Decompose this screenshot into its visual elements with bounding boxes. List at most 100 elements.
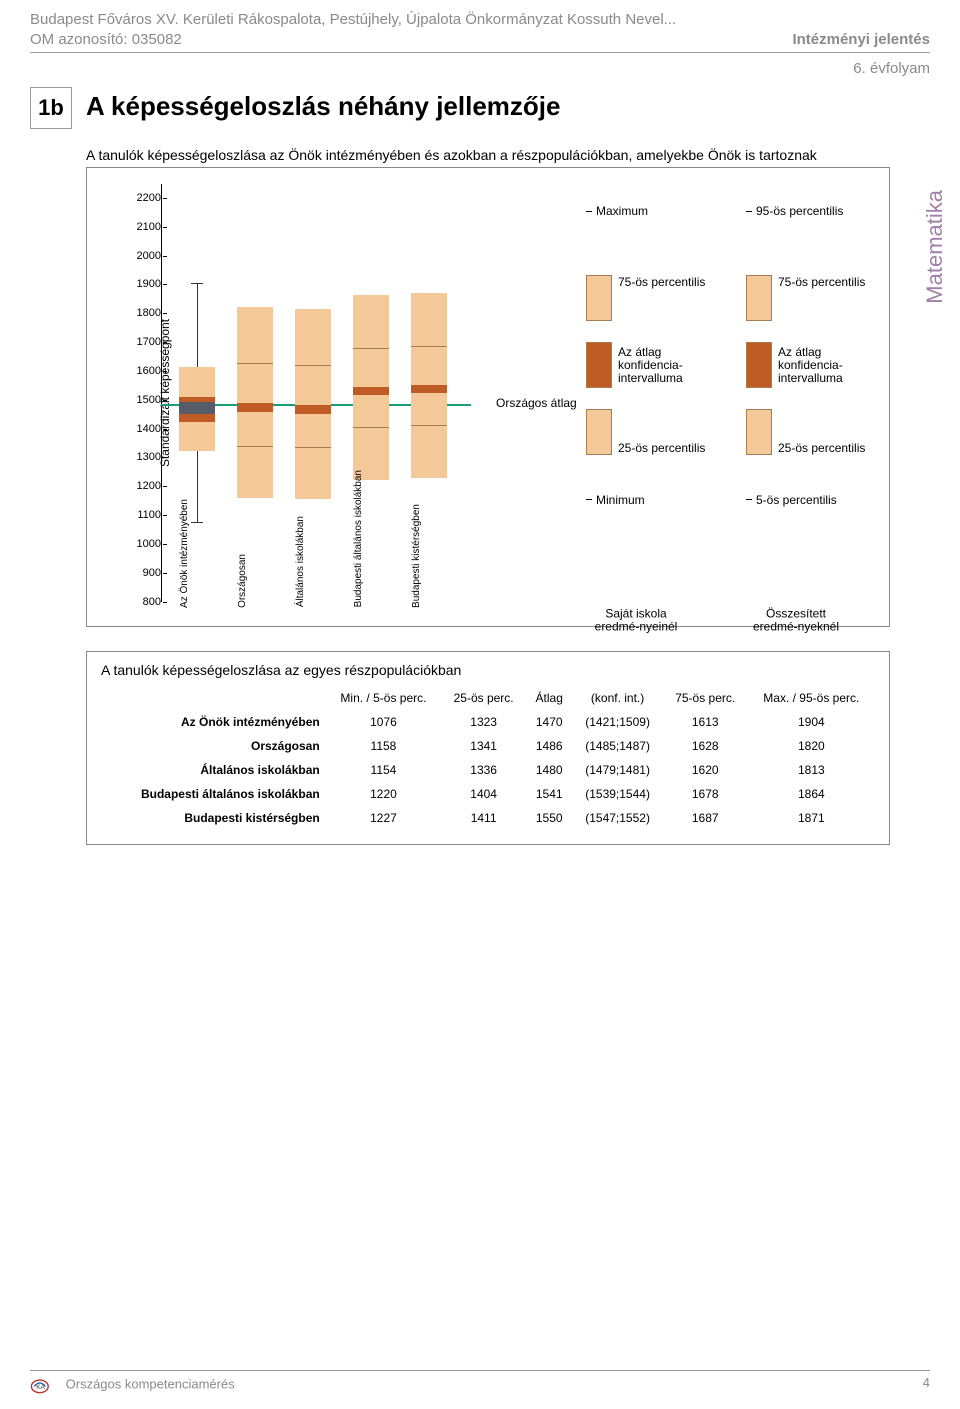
table-column-header: Átlag (526, 686, 572, 710)
bar-label: Budapesti kistérségben (411, 504, 447, 608)
table-row: Budapesti kistérségben122714111550(1547;… (101, 806, 875, 830)
page-number: 4 (923, 1375, 930, 1395)
table-column-header: Min. / 5-ös perc. (326, 686, 441, 710)
boxplot-bar: Országosan (237, 184, 273, 602)
header-right-1: Intézményi jelentés (792, 31, 930, 48)
table-column-header: 25-ös perc. (441, 686, 526, 710)
bars-zone: Az Önök intézményében Országosan Általános… (161, 184, 471, 602)
table-row-label: Budapesti kistérségben (101, 806, 326, 830)
table-cell: 1154 (326, 758, 441, 782)
y-ticks: 8009001000110012001300140015001600170018… (125, 184, 161, 602)
table-cell: 1158 (326, 734, 441, 758)
y-tick-label: 1700 (137, 336, 161, 348)
legend-ci-2: Az átlag konfidencia-intervalluma (746, 342, 868, 388)
table-row-label: Országosan (101, 734, 326, 758)
table-cell: 1470 (526, 710, 572, 734)
y-tick-label: 1300 (137, 451, 161, 463)
boxplot-bar: Budapesti kistérségben (411, 184, 447, 602)
data-table-section: A tanulók képességeloszlása az egyes rés… (86, 651, 890, 845)
legend-ci-1: Az átlag konfidencia-intervalluma (586, 342, 708, 388)
legend-p5: 5-ös percentilis (746, 493, 837, 507)
table-cell: 1404 (441, 782, 526, 806)
y-tick-label: 1600 (137, 365, 161, 377)
footer-text: Országos kompetenciamérés (66, 1376, 235, 1391)
subject-side-label: Matematika (922, 190, 948, 304)
table-cell: 1076 (326, 710, 441, 734)
y-tick-label: 1000 (137, 538, 161, 550)
y-tick-label: 900 (143, 567, 161, 579)
legend-col1-caption: Saját iskola eredmé-nyeinél (586, 608, 686, 634)
table-cell: 1227 (326, 806, 441, 830)
y-tick-label: 1400 (137, 423, 161, 435)
boxplot-bar: Az Önök intézményében (179, 184, 215, 602)
page-header: Budapest Főváros XV. Kerületi Rákospalot… (30, 10, 930, 79)
legend-p75-1: 75-ös percentilis (586, 275, 705, 321)
table-row: Országosan115813411486(1485;1487)1628182… (101, 734, 875, 758)
y-tick-label: 1900 (137, 278, 161, 290)
data-table: Min. / 5-ös perc.25-ös perc.Átlag(konf. … (101, 686, 875, 830)
header-divider (30, 52, 930, 53)
table-caption: A tanulók képességeloszlása az egyes rés… (101, 662, 875, 678)
y-tick-label: 1100 (137, 509, 161, 521)
table-cell: 1678 (663, 782, 748, 806)
table-column-header: 75-ös perc. (663, 686, 748, 710)
chart-description: A tanulók képességeloszlása az Önök inté… (86, 147, 930, 163)
boxplot-bar: Általános iskolákban (295, 184, 331, 602)
table-column-header: Max. / 95-ös perc. (748, 686, 875, 710)
avg-line-label: Országos átlag (496, 396, 577, 410)
table-cell: 1687 (663, 806, 748, 830)
footer-logo-icon: KA (30, 1375, 58, 1395)
table-row: Általános iskolákban115413361480(1479;14… (101, 758, 875, 782)
table-cell: (1539;1544) (572, 782, 662, 806)
own-institution-marker (179, 402, 215, 414)
table-cell: (1485;1487) (572, 734, 662, 758)
table-cell: 1411 (441, 806, 526, 830)
legend-max: Maximum (586, 204, 648, 218)
section-header: 1b A képességeloszlás néhány jellemzője (30, 87, 930, 129)
table-row-label: Az Önök intézményében (101, 710, 326, 734)
table-row-label: Budapesti általános iskolákban (101, 782, 326, 806)
page-footer: KA Országos kompetenciamérés 4 (30, 1370, 930, 1395)
bar-label: Általános iskolákban (295, 516, 331, 607)
legend-p25-2: 25-ös percentilis (746, 409, 865, 455)
section-number: 1b (30, 87, 72, 129)
bar-label: Budapesti általános iskolákban (353, 470, 389, 607)
table-cell: 1813 (748, 758, 875, 782)
table-row: Budapesti általános iskolákban1220140415… (101, 782, 875, 806)
y-tick-label: 800 (143, 596, 161, 608)
header-org: Budapest Főváros XV. Kerületi Rákospalot… (30, 10, 676, 30)
table-cell: 1323 (441, 710, 526, 734)
table-cell: 1486 (526, 734, 572, 758)
bar-label: Országosan (237, 554, 273, 608)
table-row: Az Önök intézményében107613231470(1421;1… (101, 710, 875, 734)
y-tick-label: 2100 (137, 221, 161, 233)
table-cell: 1341 (441, 734, 526, 758)
boxplot-bar: Budapesti általános iskolákban (353, 184, 389, 602)
chart-legend: Országos átlag Maximum 75-ös percentilis… (496, 184, 879, 602)
svg-text:KA: KA (36, 1384, 45, 1391)
table-cell: 1620 (663, 758, 748, 782)
table-row-label: Általános iskolákban (101, 758, 326, 782)
table-cell: 1613 (663, 710, 748, 734)
table-cell: 1820 (748, 734, 875, 758)
table-column-header: (konf. int.) (572, 686, 662, 710)
boxplot-chart: Standardizált képességpont 8009001000110… (86, 167, 890, 627)
legend-col2-caption: Összesített eredmé-nyeknél (746, 608, 846, 634)
section-title: A képességeloszlás néhány jellemzője (86, 91, 560, 122)
table-cell: 1220 (326, 782, 441, 806)
legend-min: Minimum (586, 493, 645, 507)
table-cell: (1479;1481) (572, 758, 662, 782)
y-tick-label: 2000 (137, 250, 161, 262)
header-right-2: 6. évfolyam (853, 59, 930, 79)
table-cell: (1421;1509) (572, 710, 662, 734)
table-cell: 1336 (441, 758, 526, 782)
legend-p75-2: 75-ös percentilis (746, 275, 865, 321)
y-tick-label: 1800 (137, 307, 161, 319)
y-tick-label: 1200 (137, 480, 161, 492)
table-cell: 1480 (526, 758, 572, 782)
table-cell: 1864 (748, 782, 875, 806)
bar-label: Az Önök intézményében (179, 499, 215, 608)
table-cell: 1871 (748, 806, 875, 830)
table-cell: 1628 (663, 734, 748, 758)
legend-p25-1: 25-ös percentilis (586, 409, 705, 455)
